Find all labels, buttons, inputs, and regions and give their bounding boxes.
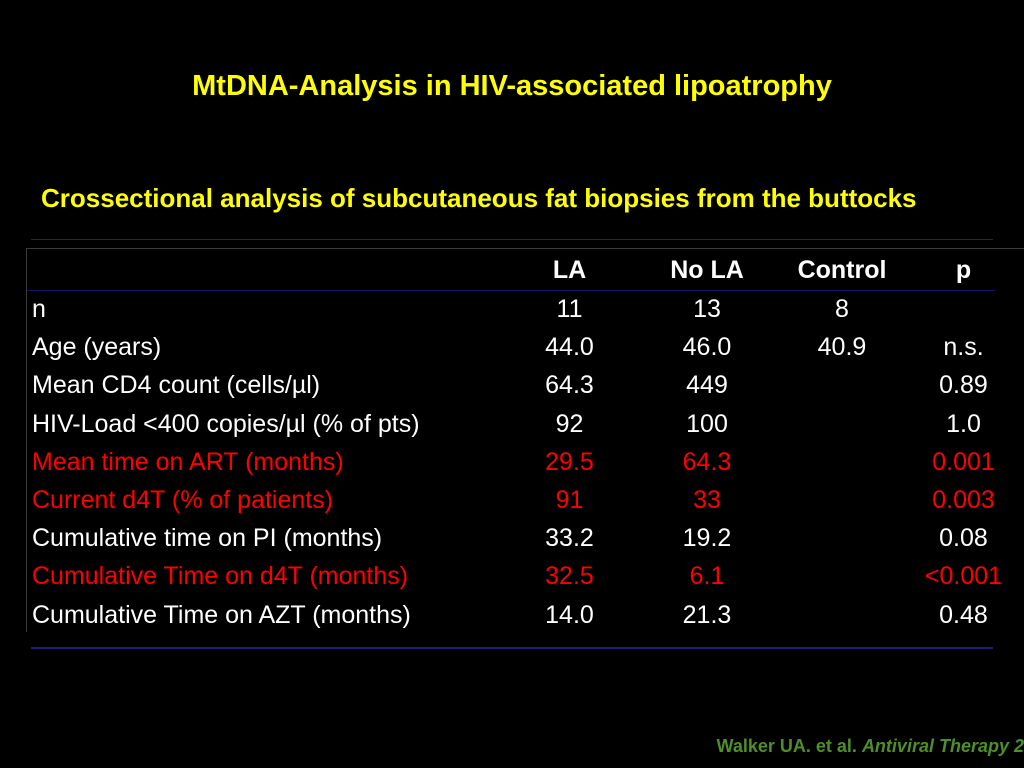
cell-control — [782, 519, 902, 557]
cell-p — [902, 290, 1024, 328]
cell-p: 0.08 — [939, 524, 988, 553]
table-row: Cumulative time on PI (months) 33.2 19.2 0.… — [27, 519, 1024, 557]
citation-journal: Antiviral Therapy 2 — [861, 736, 1024, 756]
cell-control — [782, 481, 902, 519]
cell-no-la: 6.1 — [689, 562, 725, 591]
row-label: n — [32, 295, 46, 324]
cell-no-la: 64.3 — [682, 447, 732, 476]
cell-la: 33.2 — [545, 524, 594, 553]
table-row: Mean time on ART (months) 29.5 64.3 0.001 — [27, 443, 1024, 481]
row-label: Mean CD4 count (cells/µl) — [32, 371, 321, 400]
table-row: Age (years) 44.0 46.0 40.9 n.s. — [27, 328, 1024, 366]
header-cell-label — [27, 249, 507, 290]
top-rule — [31, 239, 993, 240]
cell-no-la: 46.0 — [682, 333, 732, 362]
table-row: Current d4T (% of patients) 91 33 0.003 — [27, 481, 1024, 519]
slide-subtitle: Crossectional analysis of subcutaneous f… — [41, 183, 917, 213]
table-row: HIV-Load <400 copies/µl (% of pts) 92 100 1… — [27, 405, 1024, 443]
cell-no-la: 100 — [686, 409, 728, 438]
cell-la: 92 — [555, 409, 584, 438]
cell-la: 11 — [556, 295, 583, 324]
row-label: Cumulative Time on AZT (months) — [32, 600, 411, 629]
cell-la: 64.3 — [545, 371, 594, 400]
cell-no-la: 449 — [686, 371, 728, 400]
table-row: Cumulative Time on d4T (months) 32.5 6.1 <0… — [27, 557, 1024, 595]
header-rule — [27, 290, 995, 291]
bottom-rule — [31, 647, 993, 649]
header-cell-p: p — [955, 255, 972, 284]
header-cell-no-la: No LA — [670, 255, 744, 284]
cell-control: 8 — [835, 295, 849, 324]
cell-p: 0.001 — [932, 447, 995, 476]
table-row: Mean CD4 count (cells/µl) 64.3 449 0.89 — [27, 366, 1024, 404]
citation: Walker UA. et al. Antiviral Therapy 2 — [717, 736, 1024, 757]
data-table: LA No LA Control p n 11 13 8 Age (years) 44.0… — [27, 249, 1024, 634]
table-header-row: LA No LA Control p — [27, 249, 1024, 290]
row-label: Current d4T (% of patients) — [32, 486, 334, 515]
row-label: Cumulative time on PI (months) — [32, 524, 383, 553]
cell-control — [782, 366, 902, 404]
cell-la: 32.5 — [545, 562, 594, 591]
cell-la: 91 — [555, 486, 584, 515]
cell-la: 29.5 — [545, 447, 594, 476]
cell-no-la: 33 — [693, 486, 721, 515]
cell-la: 44.0 — [545, 333, 594, 362]
cell-p: 0.48 — [939, 600, 988, 629]
cell-la: 14.0 — [545, 600, 594, 629]
cell-p: 0.003 — [932, 486, 995, 515]
table-row: Cumulative Time on AZT (months) 14.0 21.3 0… — [27, 596, 1024, 634]
cell-p: n.s. — [943, 333, 984, 362]
cell-p: 0.89 — [939, 371, 988, 400]
cell-no-la: 19.2 — [682, 524, 732, 553]
slide-title: MtDNA-Analysis in HIV-associated lipoatr… — [192, 70, 832, 102]
cell-control — [782, 443, 902, 481]
header-cell-la: LA — [552, 255, 587, 284]
table-row: n 11 13 8 — [27, 290, 1024, 328]
data-table-container: LA No LA Control p n 11 13 8 Age (years) 44.0… — [26, 248, 1024, 632]
cell-control: 40.9 — [817, 333, 867, 362]
cell-control — [782, 557, 902, 595]
cell-p: 1.0 — [946, 409, 981, 438]
header-cell-control: Control — [797, 255, 887, 284]
cell-control — [782, 596, 902, 634]
cell-no-la: 13 — [693, 295, 721, 324]
cell-no-la: 21.3 — [682, 600, 732, 629]
row-label: Mean time on ART (months) — [32, 447, 344, 476]
cell-p: <0.001 — [924, 562, 1003, 591]
row-label: HIV-Load <400 copies/µl (% of pts) — [32, 409, 420, 438]
cell-control — [782, 405, 902, 443]
row-label: Cumulative Time on d4T (months) — [32, 562, 409, 591]
citation-authors: Walker UA. et al. — [716, 736, 857, 756]
row-label: Age (years) — [32, 333, 162, 362]
